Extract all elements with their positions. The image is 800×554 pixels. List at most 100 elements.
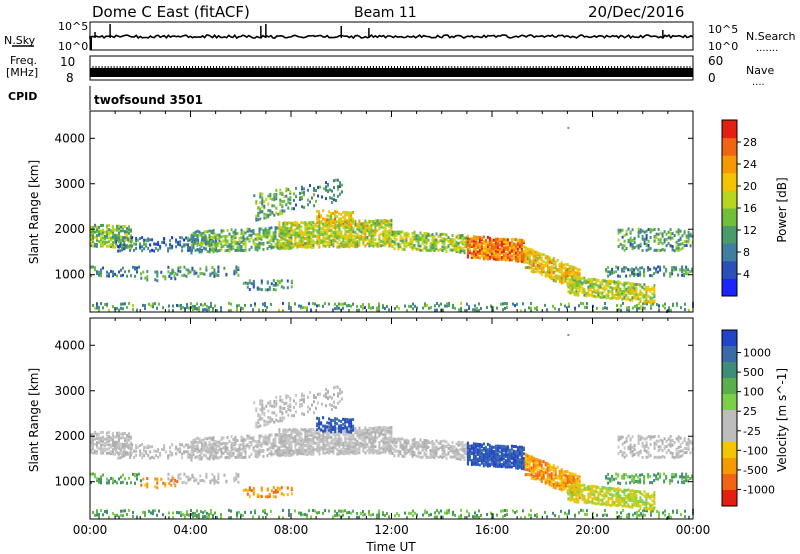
velocity-cell xyxy=(244,452,247,456)
power-cell xyxy=(300,306,302,310)
power-cell xyxy=(401,247,404,251)
power-cell xyxy=(378,237,381,241)
power-cell xyxy=(282,221,285,225)
power-cell xyxy=(102,223,104,227)
power-cell xyxy=(536,267,539,271)
power-cell xyxy=(212,250,215,254)
power-cell xyxy=(663,248,666,252)
velocity-cell xyxy=(228,508,230,512)
power-cell xyxy=(230,242,233,246)
velocity-cell xyxy=(242,447,245,451)
power-cell xyxy=(300,239,303,243)
power-cell xyxy=(273,213,276,217)
power-cell xyxy=(663,230,666,234)
velocity-cell xyxy=(169,446,172,450)
power-cell xyxy=(298,223,301,227)
power-cell xyxy=(220,229,223,233)
power-cell xyxy=(637,244,640,248)
power-cell xyxy=(572,272,575,275)
power-cell xyxy=(677,228,680,232)
power-cell xyxy=(271,204,274,208)
power-cell xyxy=(393,230,396,234)
power-cell xyxy=(262,309,264,312)
velocity-cell xyxy=(102,447,104,451)
power-cell xyxy=(200,303,202,307)
velocity-cell xyxy=(362,431,365,435)
power-cell xyxy=(616,304,618,307)
power-cell xyxy=(354,220,357,224)
power-cell xyxy=(342,219,345,223)
power-cell xyxy=(621,293,624,297)
power-cell xyxy=(510,249,513,253)
power-cell xyxy=(104,240,106,244)
velocity-cell xyxy=(274,451,277,455)
power-cell xyxy=(571,276,574,280)
velocity-cell xyxy=(153,449,156,453)
power-cell xyxy=(516,302,518,306)
velocity-cell xyxy=(324,435,327,439)
power-cell xyxy=(520,309,522,313)
power-cell xyxy=(609,285,612,289)
velocity-cell xyxy=(378,441,381,444)
power-cell xyxy=(582,302,584,306)
velocity-cell xyxy=(372,438,375,442)
power-cell xyxy=(302,245,305,249)
power-cell xyxy=(309,200,311,204)
velocity-cell xyxy=(126,444,128,448)
power-cell xyxy=(260,279,263,283)
velocity-cell xyxy=(141,452,144,456)
power-cell xyxy=(681,265,684,269)
velocity-cell xyxy=(236,439,239,443)
freq-label: Freq. xyxy=(10,54,37,67)
power-cell xyxy=(348,211,351,215)
power-cell xyxy=(112,243,114,247)
power-colorbar-tick: 24 xyxy=(743,158,757,171)
velocity-cell xyxy=(157,450,160,453)
power-cell xyxy=(322,239,325,243)
velocity-cell xyxy=(530,513,532,517)
power-cell xyxy=(304,221,307,225)
velocity-cell xyxy=(604,513,606,517)
velocity-cell xyxy=(258,515,260,519)
power-cell xyxy=(338,212,341,216)
power-cell xyxy=(434,308,436,312)
velocity-cell xyxy=(332,437,335,441)
power-cell xyxy=(459,246,462,250)
power-cell xyxy=(274,230,277,234)
power-cell xyxy=(623,295,626,299)
power-cell xyxy=(637,293,640,297)
power-cell xyxy=(264,304,266,308)
power-cell xyxy=(412,307,414,311)
power-cell xyxy=(154,270,157,274)
power-cell xyxy=(285,187,288,191)
power-cell xyxy=(270,226,273,230)
velocity-cell xyxy=(181,452,184,456)
power-cell xyxy=(589,288,592,292)
velocity-cell xyxy=(268,446,271,450)
power-cell xyxy=(350,242,353,246)
power-cell xyxy=(631,285,634,289)
velocity-cell xyxy=(94,432,96,436)
power-cell xyxy=(288,231,291,235)
power-cell xyxy=(506,254,509,258)
power-cell xyxy=(382,237,385,241)
velocity-cell xyxy=(118,444,120,448)
velocity-cell xyxy=(352,441,355,445)
power-cell xyxy=(108,308,110,312)
velocity-cell xyxy=(326,428,329,431)
velocity-cell xyxy=(362,445,365,449)
velocity-cell xyxy=(177,447,180,451)
power-cell xyxy=(362,221,365,225)
power-cell xyxy=(284,221,287,225)
power-cell xyxy=(336,226,339,230)
power-cell xyxy=(653,236,656,240)
power-cell xyxy=(208,306,210,310)
velocity-cell xyxy=(352,509,354,513)
power-cell xyxy=(520,255,523,259)
velocity-cell xyxy=(342,428,345,432)
power-cell xyxy=(595,283,598,287)
power-cell xyxy=(364,229,367,233)
power-cell xyxy=(264,230,267,234)
velocity-cell xyxy=(644,513,646,517)
power-cell xyxy=(206,308,208,312)
